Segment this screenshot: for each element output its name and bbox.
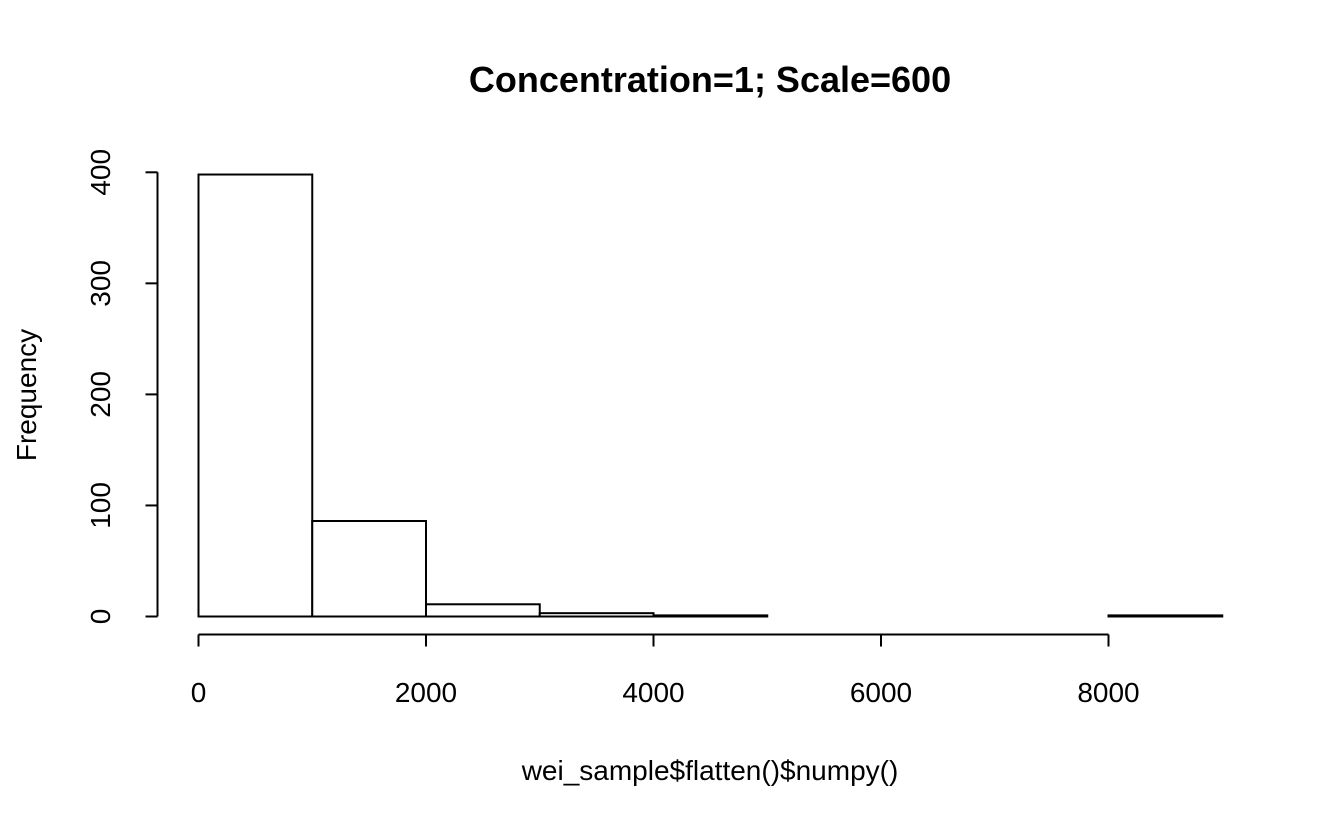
y-tick-label: 0 (85, 609, 116, 625)
x-tick-label: 8000 (1077, 677, 1139, 708)
histogram-bar-2 (425, 603, 541, 618)
x-tick-label: 2000 (395, 677, 457, 708)
bars-group (197, 173, 1224, 618)
histogram-bar-3 (538, 612, 655, 618)
x-axis-label: wei_sample$flatten()$numpy() (521, 755, 899, 786)
chart-title: Concentration=1; Scale=600 (469, 59, 951, 100)
histogram-bar-4 (652, 614, 769, 618)
histogram-bar-0 (197, 173, 314, 618)
y-tick-label: 400 (85, 149, 116, 196)
x-axis: 0 2000 4000 6000 8000 (191, 633, 1140, 708)
y-tick-label: 100 (85, 482, 116, 529)
x-tick-label: 4000 (622, 677, 684, 708)
x-tick-label: 0 (191, 677, 207, 708)
y-tick-label: 300 (85, 260, 116, 307)
y-axis-label: Frequency (11, 329, 42, 461)
histogram-bar-1 (311, 519, 427, 618)
y-tick-label: 200 (85, 371, 116, 418)
histogram-bar-8 (1107, 614, 1224, 618)
x-tick-label: 6000 (850, 677, 912, 708)
y-axis: 0 100 200 300 400 (85, 149, 159, 625)
